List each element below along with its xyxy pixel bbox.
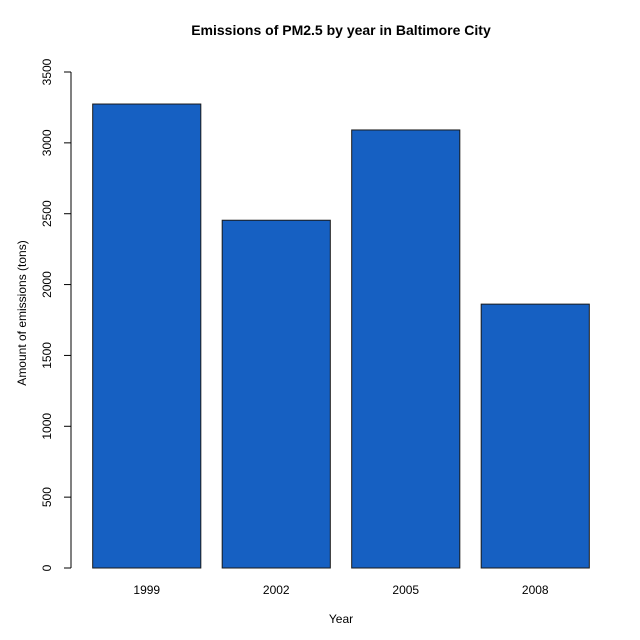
x-tick-label: 2008 (522, 583, 549, 597)
bar-2002 (221, 219, 331, 569)
x-tick-label: 2005 (392, 583, 419, 597)
bar-2008 (480, 303, 590, 569)
y-tick-label: 1500 (40, 342, 54, 369)
y-tick-label: 3500 (40, 58, 54, 85)
x-tick-label: 1999 (133, 583, 160, 597)
y-axis-label: Amount of emissions (tons) (15, 240, 29, 385)
chart-title: Emissions of PM2.5 by year in Baltimore … (191, 22, 491, 38)
bar-1999 (92, 103, 202, 569)
y-tick-label: 3000 (40, 129, 54, 156)
x-axis-label: Year (329, 612, 353, 626)
y-tick-label: 0 (40, 564, 54, 571)
x-tick-label: 2002 (263, 583, 290, 597)
bar-2005 (351, 129, 461, 569)
y-tick-label: 500 (40, 487, 54, 507)
x-axis-ticks: 1999 2002 2005 2008 (133, 583, 549, 597)
y-tick-label: 2000 (40, 271, 54, 298)
y-tick-label: 2500 (40, 200, 54, 227)
y-tick-label: 1000 (40, 413, 54, 440)
bars-group (92, 103, 590, 569)
y-axis: 0 500 1000 1500 2000 2500 3000 3500 (40, 58, 72, 571)
